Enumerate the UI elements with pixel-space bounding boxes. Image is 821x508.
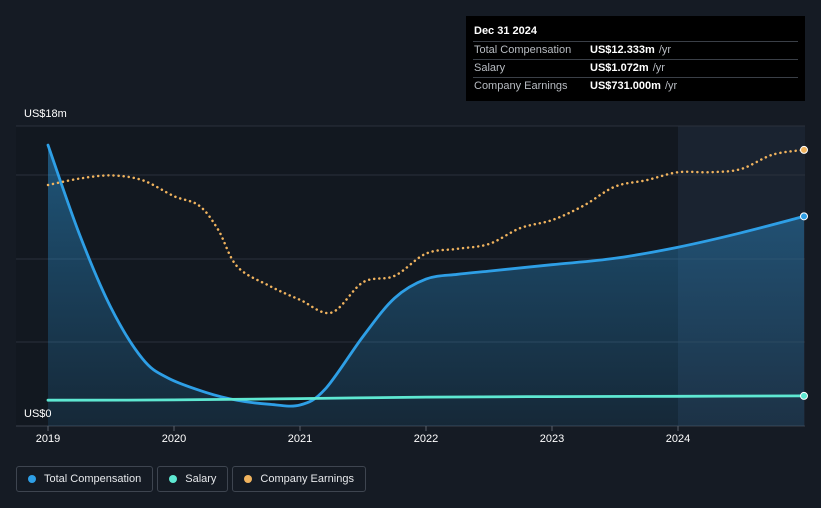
legend-dot-icon — [244, 475, 253, 483]
x-axis-ticks: 2019 2020 2021 2022 2023 2024 — [36, 426, 690, 445]
y-axis-bottom-label: US$0 — [24, 408, 52, 420]
series-line-total-compensation — [46, 143, 806, 408]
series-lines — [46, 143, 806, 408]
x-tick-label: 2022 — [414, 433, 438, 445]
legend-label: Salary — [185, 473, 217, 485]
legend-item-company-earnings[interactable]: Company Earnings — [232, 466, 366, 492]
tooltip-label: Company Earnings — [474, 80, 568, 92]
legend-dot-icon — [169, 475, 178, 483]
tooltip-label: Total Compensation — [474, 44, 572, 56]
series-line-company-earnings — [46, 148, 806, 315]
series-end-markers — [800, 145, 808, 400]
tooltip-row-company-earnings: Company Earnings US$731.000m /yr — [473, 77, 798, 95]
series-end-point-company-earnings — [800, 145, 808, 154]
x-tick-label: 2020 — [162, 433, 186, 445]
series-areas — [48, 145, 804, 426]
series-end-point-total-compensation — [800, 212, 808, 221]
x-tick-label: 2019 — [36, 433, 60, 445]
tooltip-date: Dec 31 2024 — [474, 25, 537, 37]
x-tick-label: 2021 — [288, 433, 312, 445]
tooltip-label: Salary — [474, 62, 506, 74]
legend-label: Company Earnings — [260, 473, 354, 485]
legend-item-total-compensation[interactable]: Total Compensation — [16, 466, 154, 492]
series-line-salary — [46, 394, 806, 402]
tooltip-unit: /yr — [652, 62, 665, 74]
y-axis-top-label: US$18m — [24, 108, 67, 120]
tooltip: Dec 31 2024 Total Compensation US$12.333… — [466, 16, 805, 101]
tooltip-row-salary: Salary US$1.072m /yr — [473, 59, 798, 77]
legend-label: Total Compensation — [44, 473, 142, 485]
tooltip-row-total-compensation: Total Compensation US$12.333m /yr — [473, 41, 798, 59]
series-area-total-compensation — [48, 145, 804, 426]
tooltip-unit: /yr — [658, 44, 672, 56]
tooltip-unit: /yr — [664, 80, 678, 92]
series-end-point-salary — [800, 391, 808, 400]
tooltip-value: US$12.333m — [590, 44, 655, 56]
legend: Total Compensation Salary Company Earnin… — [16, 466, 366, 492]
x-tick-label: 2023 — [540, 433, 564, 445]
legend-item-salary[interactable]: Salary — [157, 466, 229, 492]
tooltip-value: US$1.072m — [590, 62, 649, 74]
x-tick-label: 2024 — [666, 433, 690, 445]
tooltip-value: US$731.000m — [590, 80, 661, 92]
legend-dot-icon — [28, 475, 36, 483]
